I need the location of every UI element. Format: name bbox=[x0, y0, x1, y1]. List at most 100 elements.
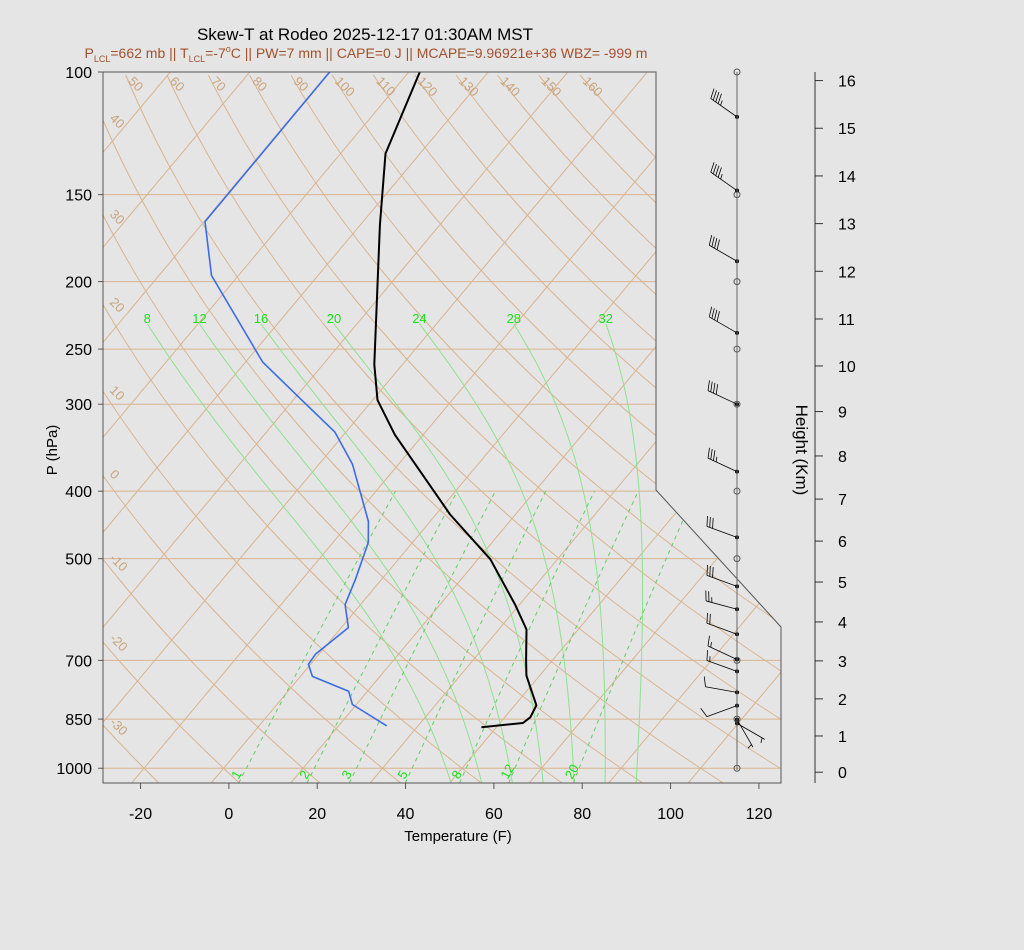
barb-staff bbox=[710, 171, 738, 191]
y2-tick-label: 8 bbox=[838, 449, 847, 466]
y-tick-label: 250 bbox=[65, 342, 92, 359]
moist-adiabat bbox=[605, 323, 643, 783]
x-axis-title: Temperature (F) bbox=[404, 828, 512, 845]
wind-barb bbox=[706, 612, 738, 635]
wind-barb bbox=[708, 235, 738, 262]
barb-staff bbox=[707, 645, 738, 660]
mixing-ratio-line bbox=[404, 490, 547, 783]
y2-tick-label: 12 bbox=[838, 264, 856, 281]
y2-tick-label: 1 bbox=[838, 729, 847, 746]
y2-tick-label: 15 bbox=[838, 121, 856, 138]
dry-adiabat bbox=[166, 74, 781, 783]
barb-feather bbox=[710, 381, 713, 392]
barb-feather bbox=[716, 311, 720, 322]
barb-feather bbox=[712, 518, 714, 529]
mixing-ratio-label: 20 bbox=[562, 761, 582, 781]
isotherm bbox=[103, 72, 251, 783]
wind-barb bbox=[710, 88, 738, 118]
wind-barb bbox=[708, 306, 738, 334]
barb-half bbox=[760, 737, 763, 744]
isotherm bbox=[103, 72, 410, 783]
barb-half bbox=[720, 100, 723, 106]
y-tick-label: 200 bbox=[65, 275, 92, 292]
x-tick-label: 100 bbox=[657, 806, 684, 823]
barb-feather bbox=[709, 613, 711, 625]
wind-barb bbox=[710, 162, 738, 191]
subtitle-sub: LCL bbox=[189, 54, 206, 64]
moist-adiabat-label: 32 bbox=[599, 311, 613, 326]
dry-adiabat bbox=[331, 74, 781, 783]
y-tick-label: 100 bbox=[65, 65, 92, 82]
wind-barb bbox=[706, 515, 738, 538]
x-tick-label: 0 bbox=[224, 806, 233, 823]
y-tick-label: 500 bbox=[65, 552, 92, 569]
wind-barb bbox=[707, 635, 738, 660]
moist-adiabat-label: 24 bbox=[412, 311, 426, 326]
barb-feather bbox=[708, 235, 713, 246]
y2-tick-label: 11 bbox=[838, 312, 855, 329]
subtitle-sup: o bbox=[226, 44, 231, 54]
y2-tick-label: 16 bbox=[838, 74, 856, 91]
wind-barb bbox=[703, 676, 738, 693]
isotherm bbox=[608, 72, 781, 783]
mixing-ratio-line bbox=[348, 490, 496, 783]
barb-feather bbox=[706, 515, 708, 527]
moist-adiabat-label: 12 bbox=[192, 311, 206, 326]
y2-tick-label: 0 bbox=[838, 765, 847, 782]
moist-adiabat-label: 16 bbox=[254, 311, 268, 326]
wind-barb bbox=[736, 719, 754, 749]
mixing-ratio-label: 12 bbox=[497, 761, 517, 781]
barb-feather bbox=[714, 309, 718, 321]
moist-adiabat-label: 28 bbox=[507, 311, 521, 326]
dry-adiabat bbox=[207, 74, 781, 783]
x-tick-label: 60 bbox=[485, 806, 503, 823]
barb-staff bbox=[736, 719, 754, 748]
barb-feather bbox=[716, 239, 720, 250]
x-tick-label: 20 bbox=[308, 806, 326, 823]
wind-barb bbox=[736, 722, 765, 744]
isotherm bbox=[131, 72, 728, 783]
moist-adiabat-label: 8 bbox=[144, 311, 151, 326]
barb-feather bbox=[706, 650, 708, 661]
mixing-ratio-line bbox=[508, 490, 639, 783]
x-tick-label: 120 bbox=[746, 806, 773, 823]
barb-feather bbox=[710, 449, 713, 460]
y-tick-label: 400 bbox=[65, 484, 92, 501]
dry-adiabat bbox=[103, 74, 240, 783]
barb-staff bbox=[705, 686, 738, 693]
subtitle-part: =662 mb || T bbox=[110, 45, 189, 61]
y2-tick-label: 2 bbox=[838, 692, 847, 709]
barb-feather bbox=[707, 380, 710, 391]
moist-adiabat bbox=[333, 323, 544, 783]
wind-barb bbox=[707, 380, 738, 405]
y-tick-label: 300 bbox=[65, 397, 92, 414]
isotherm bbox=[528, 72, 781, 783]
barb-half bbox=[720, 173, 723, 180]
barb-feather bbox=[711, 308, 715, 319]
x-tick-label: 40 bbox=[397, 806, 415, 823]
barb-feather bbox=[706, 612, 708, 624]
y2-tick-label: 10 bbox=[838, 359, 856, 376]
barb-feather bbox=[715, 384, 719, 395]
moist-adiabat bbox=[419, 323, 575, 783]
barb-staff bbox=[709, 316, 738, 334]
barb-half bbox=[710, 642, 712, 648]
dry-adiabat bbox=[103, 74, 482, 783]
plot-frame bbox=[102, 71, 782, 784]
dry-adiabat bbox=[497, 74, 781, 783]
moist-adiabat bbox=[146, 323, 452, 783]
moist-adiabat-label: 20 bbox=[327, 311, 341, 326]
barb-staff bbox=[706, 622, 738, 635]
barb-staff bbox=[707, 457, 738, 473]
y2-tick-label: 9 bbox=[838, 405, 847, 422]
barb-staff bbox=[706, 660, 738, 672]
barb-staff bbox=[706, 705, 738, 717]
dry-adiabat bbox=[290, 74, 781, 783]
barb-staff bbox=[709, 244, 738, 262]
barb-staff bbox=[710, 98, 738, 118]
wind-barb bbox=[700, 705, 738, 717]
moist-adiabat bbox=[260, 323, 513, 783]
barb-staff bbox=[706, 526, 738, 538]
barb-staff bbox=[736, 722, 765, 740]
